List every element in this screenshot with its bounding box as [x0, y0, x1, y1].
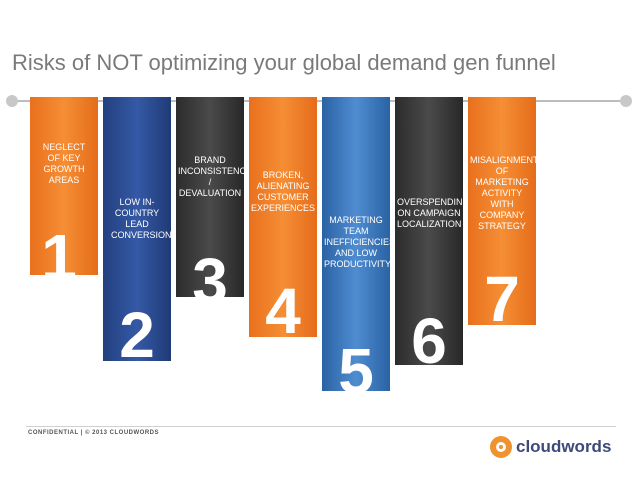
slide-title: Risks of NOT optimizing your global dema…	[12, 50, 556, 75]
confidential-notice: CONFIDENTIAL | © 2013 CLOUDWORDS	[28, 430, 159, 436]
risk-banner-6-number: 6	[411, 305, 447, 365]
risk-banner-1: NEGLECT OF KEY GROWTH AREAS 1	[30, 97, 98, 275]
footer-divider	[26, 426, 616, 427]
brand-name: cloudwords	[516, 437, 612, 456]
risk-banner-2: LOW IN-COUNTRY LEAD CONVERSION 2	[103, 97, 171, 361]
risk-banner-7-number: 7	[484, 263, 520, 325]
risk-banner-6-text: OVERSPENDING ON CAMPAIGN LOCALIZATION	[397, 197, 463, 229]
risk-banner-4: BROKEN, ALIENATING CUSTOMER EXPERIENCES …	[249, 97, 317, 337]
risk-banner-5-number: 5	[338, 335, 374, 391]
risk-banner-4-text: BROKEN, ALIENATING CUSTOMER EXPERIENCES	[251, 170, 316, 213]
risk-banner-2-number: 2	[119, 299, 155, 361]
risk-banner-3: BRAND INCONSISTENCIES / DEVALUATION 3	[176, 97, 244, 297]
risk-banner-6: OVERSPENDING ON CAMPAIGN LOCALIZATION 6	[395, 97, 463, 365]
risk-banner-5-text: MARKETING TEAM INEFFICIENCIES AND LOW PR…	[324, 215, 390, 269]
risk-banner-4-number: 4	[265, 275, 301, 337]
divider-right-dot	[620, 95, 632, 107]
cloudwords-logo-icon	[490, 436, 512, 458]
risk-banner-2-text: LOW IN-COUNTRY LEAD CONVERSION	[111, 197, 171, 240]
risk-banner-3-number: 3	[192, 245, 228, 297]
risk-banner-1-text: NEGLECT OF KEY GROWTH AREAS	[42, 142, 86, 185]
risk-banner-1-number: 1	[41, 221, 77, 275]
divider-left-dot	[6, 95, 18, 107]
title-divider	[12, 100, 624, 102]
cloudwords-brand: cloudwords	[490, 436, 611, 458]
risk-banner-7: MISALIGNMENT OF MARKETING ACTIVITY WITH …	[468, 97, 536, 325]
risk-banner-5: MARKETING TEAM INEFFICIENCIES AND LOW PR…	[322, 97, 390, 391]
risk-banner-3-text: BRAND INCONSISTENCIES / DEVALUATION	[178, 155, 244, 198]
risk-banner-7-text: MISALIGNMENT OF MARKETING ACTIVITY WITH …	[470, 155, 536, 231]
